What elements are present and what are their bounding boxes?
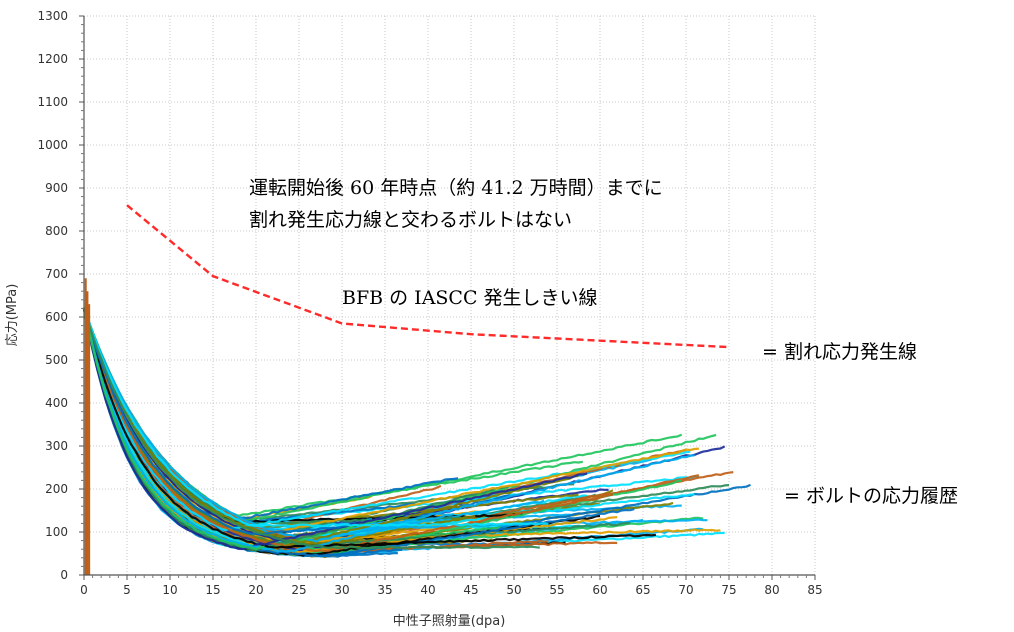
x-tick-label: 25 [291,583,306,597]
bolt-stress-curve [82,308,657,549]
bolt-stress-curve [82,307,334,549]
x-tick-label: 80 [764,583,779,597]
threshold-label: BFB の IASCC 発生しきい線 [342,287,598,309]
x-tick-label: 10 [162,583,177,597]
bolt-stress-curve [82,308,614,553]
x-tick-label: 70 [678,583,693,597]
bolt-stress-curve [82,307,459,521]
y-tick-labels: 0 100 200 300 400 500 600 700 800 900 1000 1100 1200… [37,9,68,582]
bolt-stress-curve [82,307,467,525]
y-tick-label: 800 [45,224,68,238]
bolt-stress-history-curves [82,278,751,575]
bolt-stress-curve [82,307,511,552]
y-tick-label: 500 [45,353,68,367]
bolt-stress-curve [82,308,455,553]
note-line-1: 運転開始後 60 年時点（約 41.2 万時間）までに [249,177,663,199]
y-tick-label: 600 [45,310,68,324]
bolt-stress-curve [82,308,618,553]
axes [79,15,816,580]
y-tick-label: 0 [60,568,68,582]
bolt-stress-curve [82,307,540,550]
x-tick-label: 45 [463,583,478,597]
legend-threshold-label: = 割れ応力発生線 [762,341,917,363]
y-tick-label: 1200 [37,52,68,66]
y-tick-label: 400 [45,396,68,410]
x-tick-label: 35 [377,583,392,597]
bolt-stress-curve [82,307,549,528]
x-tick-label: 15 [205,583,220,597]
y-tick-label: 900 [45,181,68,195]
y-tick-label: 1000 [37,138,68,152]
x-tick-label: 65 [635,583,650,597]
y-tick-label: 200 [45,482,68,496]
legend-history-label: = ボルトの応力履歴 [784,485,958,507]
x-tick-label: 20 [248,583,263,597]
y-tick-label: 700 [45,267,68,281]
x-tick-label: 50 [506,583,521,597]
bolt-stress-curve [82,307,442,530]
y-tick-label: 300 [45,439,68,453]
x-tick-label: 0 [80,583,88,597]
x-tick-label: 75 [721,583,736,597]
bolt-stress-curve [82,307,265,551]
x-tick-labels: 0 5 10 15 20 25 30 35 40 45 50 55 60 65 70 75 80 85 [80,583,822,597]
note-line-2: 割れ発生応力線と交わるボルトはない [249,209,572,231]
y-axis-title: 応力(MPa) [5,284,20,347]
x-tick-label: 40 [420,583,435,597]
bolt-stress-curve [82,308,351,536]
x-tick-label: 60 [592,583,607,597]
bolt-stress-curve [82,308,364,546]
y-tick-label: 1100 [37,95,68,109]
x-axis-title: 中性子照射量(dpa) [393,613,506,629]
y-tick-label: 100 [45,525,68,539]
threshold-line [126,204,730,349]
x-tick-label: 30 [334,583,349,597]
x-tick-label: 85 [807,583,822,597]
threshold-dashed-line [126,204,730,349]
y-tick-label: 1300 [37,9,68,23]
x-tick-label: 55 [549,583,564,597]
x-tick-label: 5 [123,583,131,597]
